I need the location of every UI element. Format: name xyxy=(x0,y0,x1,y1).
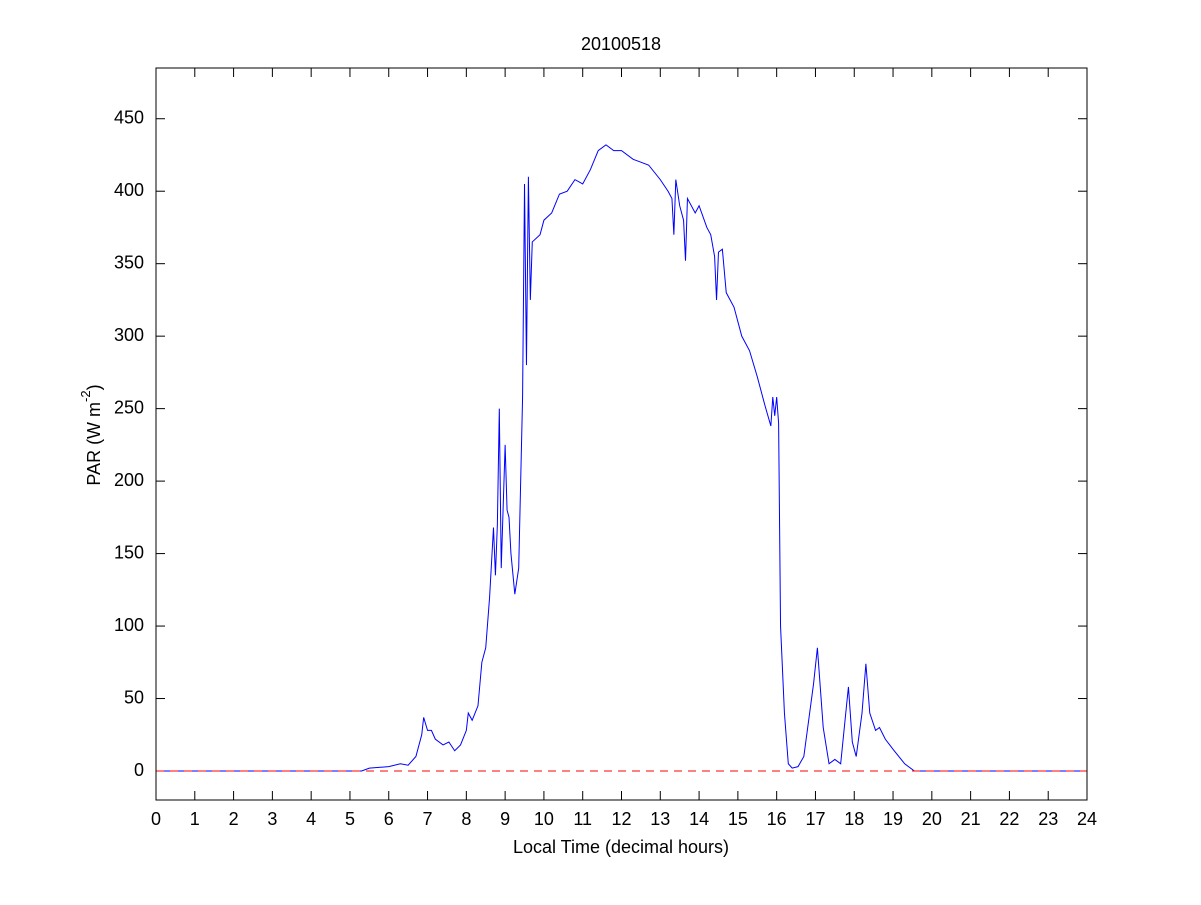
x-tick-label: 0 xyxy=(151,809,161,829)
x-tick-label: 4 xyxy=(306,809,316,829)
x-tick-label: 19 xyxy=(883,809,903,829)
y-axis-label-text: PAR (W m xyxy=(84,402,104,486)
x-tick-label: 9 xyxy=(500,809,510,829)
x-tick-label: 8 xyxy=(461,809,471,829)
x-tick-label: 15 xyxy=(728,809,748,829)
x-tick-label: 3 xyxy=(267,809,277,829)
x-tick-label: 10 xyxy=(534,809,554,829)
x-tick-label: 22 xyxy=(999,809,1019,829)
y-tick-label: 250 xyxy=(114,397,144,417)
data-line xyxy=(156,144,1087,772)
x-tick-label: 2 xyxy=(229,809,239,829)
plot-frame xyxy=(155,67,1088,801)
y-tick-label: 0 xyxy=(134,760,144,780)
x-tick-label: 21 xyxy=(961,809,981,829)
x-tick-label: 7 xyxy=(423,809,433,829)
y-tick-label: 100 xyxy=(114,615,144,635)
y-tick-label: 200 xyxy=(114,470,144,490)
y-axis-label-sup: -2 xyxy=(78,390,93,402)
x-tick-label: 13 xyxy=(650,809,670,829)
y-axis-label: PAR (W m-2) xyxy=(78,384,103,485)
y-tick-label: 150 xyxy=(114,542,144,562)
x-tick-label: 16 xyxy=(767,809,787,829)
x-tick-label: 5 xyxy=(345,809,355,829)
y-tick-label: 450 xyxy=(114,107,144,127)
y-axis-label-end: ) xyxy=(84,384,104,390)
y-tick-label: 50 xyxy=(124,687,144,707)
x-tick-label: 20 xyxy=(922,809,942,829)
chart-title: 20100518 xyxy=(581,34,661,54)
x-tick-label: 11 xyxy=(573,809,592,829)
x-tick-label: 17 xyxy=(805,809,825,829)
x-tick-label: 24 xyxy=(1077,809,1097,829)
x-tick-label: 12 xyxy=(611,809,631,829)
x-tick-label: 6 xyxy=(384,809,394,829)
x-axis-label: Local Time (decimal hours) xyxy=(513,837,729,857)
x-tick-label: 23 xyxy=(1038,809,1058,829)
y-tick-label: 400 xyxy=(114,180,144,200)
y-tick-label: 350 xyxy=(114,252,144,272)
x-tick-label: 14 xyxy=(689,809,709,829)
x-tick-label: 1 xyxy=(190,809,200,829)
y-tick-label: 300 xyxy=(114,325,144,345)
x-tick-label: 18 xyxy=(844,809,864,829)
